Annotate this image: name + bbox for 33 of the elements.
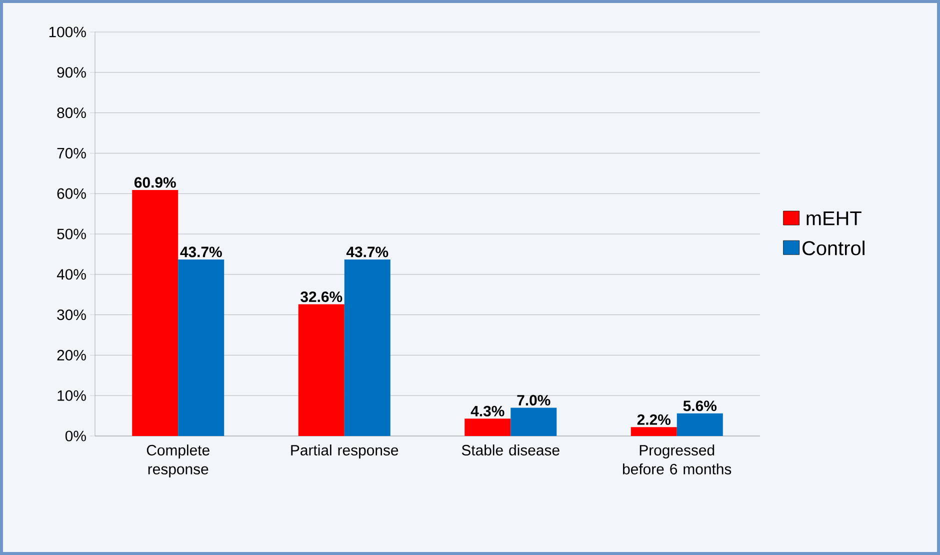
data-label: 43.7% [180,246,222,258]
y-tick-label: 50% [57,228,86,240]
data-label: 4.3% [470,406,504,416]
data-label: 5.6% [683,400,717,412]
x-tick-label: Progressed before 6 months [623,444,732,474]
bar [298,304,344,436]
y-tick-label: 90% [57,67,86,78]
x-tick-label: Stable disease [462,444,560,456]
data-label: 60.9% [134,177,176,188]
x-tick-label: Partial response [291,444,398,458]
bar [630,427,677,436]
bar [344,259,390,436]
bar [132,190,178,436]
data-label: 7.0% [517,394,550,406]
y-tick-label: 70% [57,148,86,158]
bar [178,259,224,436]
x-tick-label: Complete response [146,444,210,478]
y-tick-label: 20% [57,350,86,360]
legend-label: Control [802,240,864,256]
y-tick-label: 30% [57,310,86,320]
y-tick-label: 80% [57,108,86,118]
bar [464,418,511,436]
data-label: 32.6% [300,291,342,302]
y-tick-label: 10% [58,390,86,401]
bar [676,413,723,436]
y-tick-label: 0% [65,430,86,442]
bar [510,408,557,436]
data-label: 2.2% [637,414,671,425]
data-label: 43.7% [346,246,388,258]
y-tick-label: 40% [56,269,86,280]
y-tick-label: 60% [57,188,86,199]
legend-label: mEHT [806,211,862,226]
y-tick-label: 100% [49,26,86,38]
